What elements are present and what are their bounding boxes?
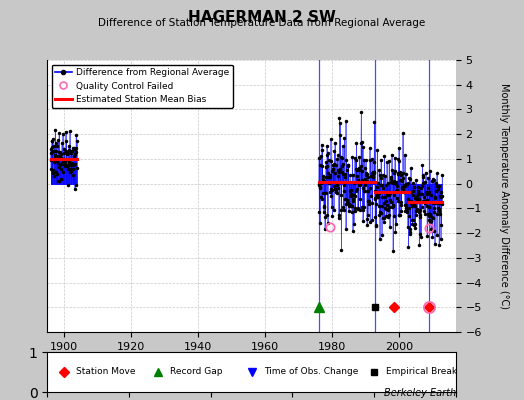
Text: HAGERMAN 2 SW: HAGERMAN 2 SW [188,10,336,25]
Text: Station Move: Station Move [76,368,135,376]
Text: Empirical Break: Empirical Break [386,368,457,376]
Text: Difference of Station Temperature Data from Regional Average: Difference of Station Temperature Data f… [99,18,425,28]
Legend: Difference from Regional Average, Quality Control Failed, Estimated Station Mean: Difference from Regional Average, Qualit… [52,64,233,108]
Text: Berkeley Earth: Berkeley Earth [384,388,456,398]
Text: Time of Obs. Change: Time of Obs. Change [264,368,358,376]
Text: Record Gap: Record Gap [170,368,222,376]
Y-axis label: Monthly Temperature Anomaly Difference (°C): Monthly Temperature Anomaly Difference (… [499,83,509,309]
